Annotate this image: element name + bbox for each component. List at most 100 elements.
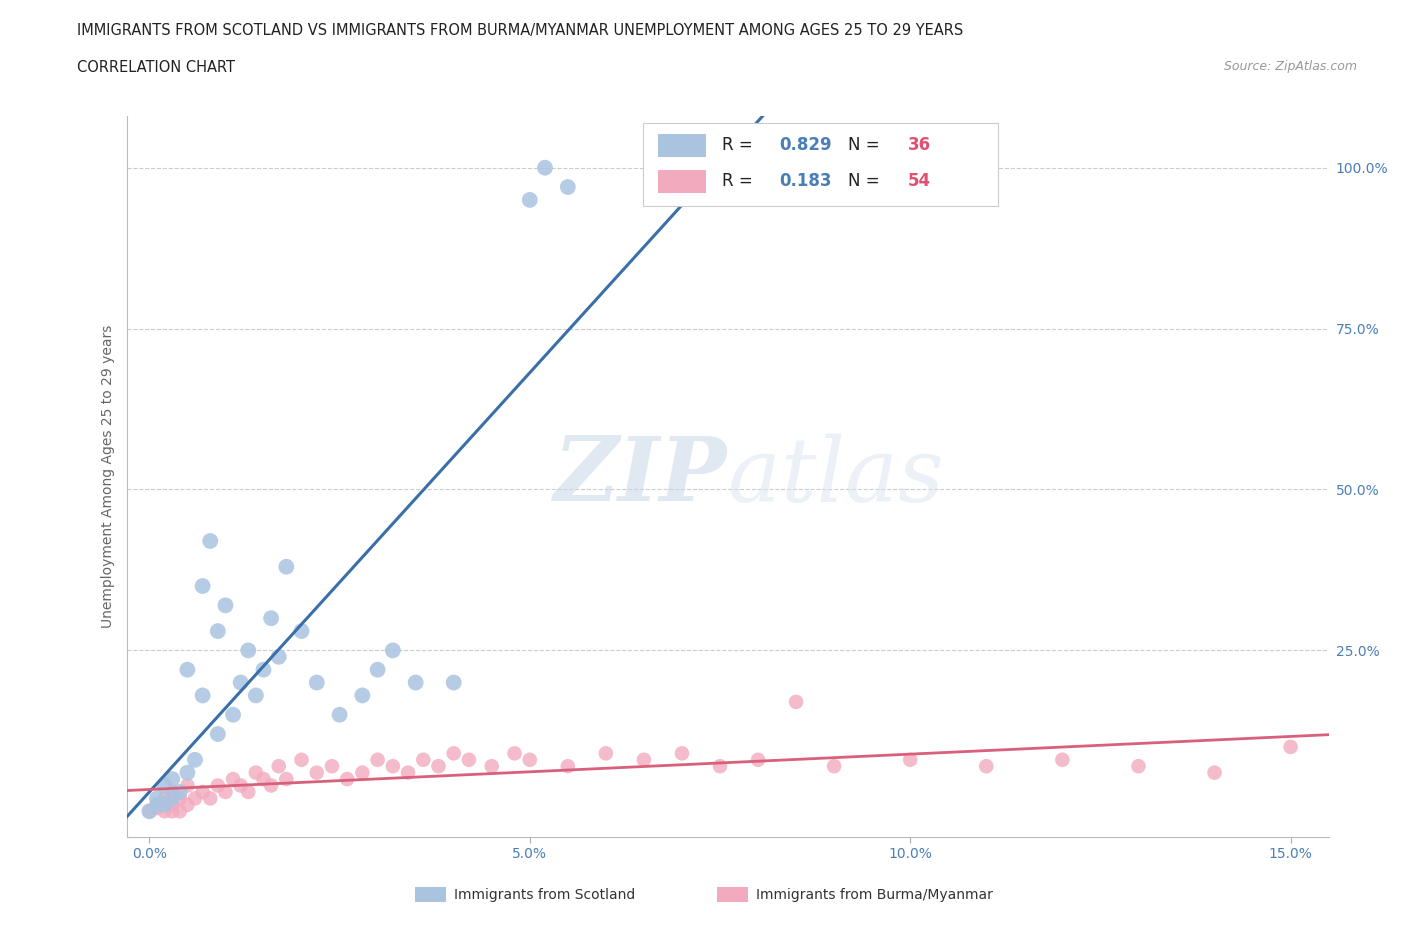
Point [267, 759, 290, 774]
Point [747, 752, 769, 767]
Point [974, 759, 997, 774]
Point [238, 643, 260, 658]
Point [184, 790, 207, 805]
Point [176, 778, 198, 793]
FancyBboxPatch shape [658, 169, 706, 193]
Point [191, 688, 214, 703]
Text: Source: ZipAtlas.com: Source: ZipAtlas.com [1223, 60, 1357, 73]
Point [519, 752, 541, 767]
Point [153, 797, 176, 812]
Point [146, 797, 169, 812]
Point [305, 765, 328, 780]
Text: CORRELATION CHART: CORRELATION CHART [77, 60, 235, 75]
Text: atlas: atlas [728, 433, 943, 520]
Point [222, 772, 245, 787]
Point [191, 578, 214, 593]
Point [169, 804, 191, 818]
Point [245, 765, 267, 780]
Point [1128, 759, 1150, 774]
FancyBboxPatch shape [644, 124, 998, 206]
Point [138, 804, 160, 818]
Point [222, 708, 245, 723]
Point [138, 804, 160, 818]
Point [260, 778, 283, 793]
Point [214, 785, 236, 800]
Text: R =: R = [721, 136, 758, 154]
Point [169, 785, 191, 800]
Y-axis label: Unemployment Among Ages 25 to 29 years: Unemployment Among Ages 25 to 29 years [101, 325, 115, 629]
Text: 0.183: 0.183 [779, 172, 832, 190]
Point [176, 662, 198, 677]
Text: N =: N = [848, 172, 884, 190]
Point [367, 662, 389, 677]
Point [443, 675, 465, 690]
Point [252, 662, 274, 677]
Point [184, 752, 207, 767]
Point [557, 759, 579, 774]
Point [898, 752, 921, 767]
Point [671, 746, 693, 761]
Point [352, 688, 374, 703]
Point [290, 752, 312, 767]
Point [200, 534, 222, 549]
Point [252, 772, 274, 787]
Point [290, 624, 312, 639]
Point [595, 746, 617, 761]
Point [823, 759, 845, 774]
Point [267, 649, 290, 664]
Point [191, 785, 214, 800]
Point [481, 759, 503, 774]
Point [427, 759, 450, 774]
Point [381, 759, 404, 774]
Point [1204, 765, 1226, 780]
Point [229, 675, 252, 690]
Point [458, 752, 481, 767]
Point [153, 790, 176, 805]
Text: Immigrants from Burma/Myanmar: Immigrants from Burma/Myanmar [756, 887, 993, 902]
Text: 0.829: 0.829 [779, 136, 832, 154]
Text: N =: N = [848, 136, 884, 154]
Text: R =: R = [721, 172, 758, 190]
Point [443, 746, 465, 761]
Point [160, 785, 183, 800]
Text: ZIP: ZIP [554, 433, 728, 520]
Point [381, 643, 404, 658]
Point [200, 790, 222, 805]
Text: 54: 54 [908, 172, 931, 190]
Point [160, 797, 183, 812]
Point [557, 179, 579, 194]
Point [207, 778, 229, 793]
Text: 36: 36 [908, 136, 931, 154]
Point [207, 726, 229, 741]
Point [245, 688, 267, 703]
Point [146, 790, 169, 805]
Point [352, 765, 374, 780]
Point [153, 778, 176, 793]
Point [329, 708, 352, 723]
Point [160, 804, 183, 818]
Point [321, 759, 343, 774]
Point [160, 772, 183, 787]
Point [207, 624, 229, 639]
Point [276, 772, 298, 787]
Point [146, 801, 169, 816]
Point [146, 797, 169, 812]
Text: Immigrants from Scotland: Immigrants from Scotland [454, 887, 636, 902]
Text: IMMIGRANTS FROM SCOTLAND VS IMMIGRANTS FROM BURMA/MYANMAR UNEMPLOYMENT AMONG AGE: IMMIGRANTS FROM SCOTLAND VS IMMIGRANTS F… [77, 23, 963, 38]
Point [276, 559, 298, 574]
Point [709, 759, 731, 774]
Point [153, 804, 176, 818]
Point [305, 675, 328, 690]
Point [633, 752, 655, 767]
Point [176, 765, 198, 780]
Point [1279, 739, 1302, 754]
Point [238, 785, 260, 800]
Point [503, 746, 526, 761]
Point [412, 752, 434, 767]
Point [519, 193, 541, 207]
Point [534, 160, 557, 175]
Point [405, 675, 427, 690]
Point [176, 797, 198, 812]
Point [785, 695, 807, 710]
Point [260, 611, 283, 626]
